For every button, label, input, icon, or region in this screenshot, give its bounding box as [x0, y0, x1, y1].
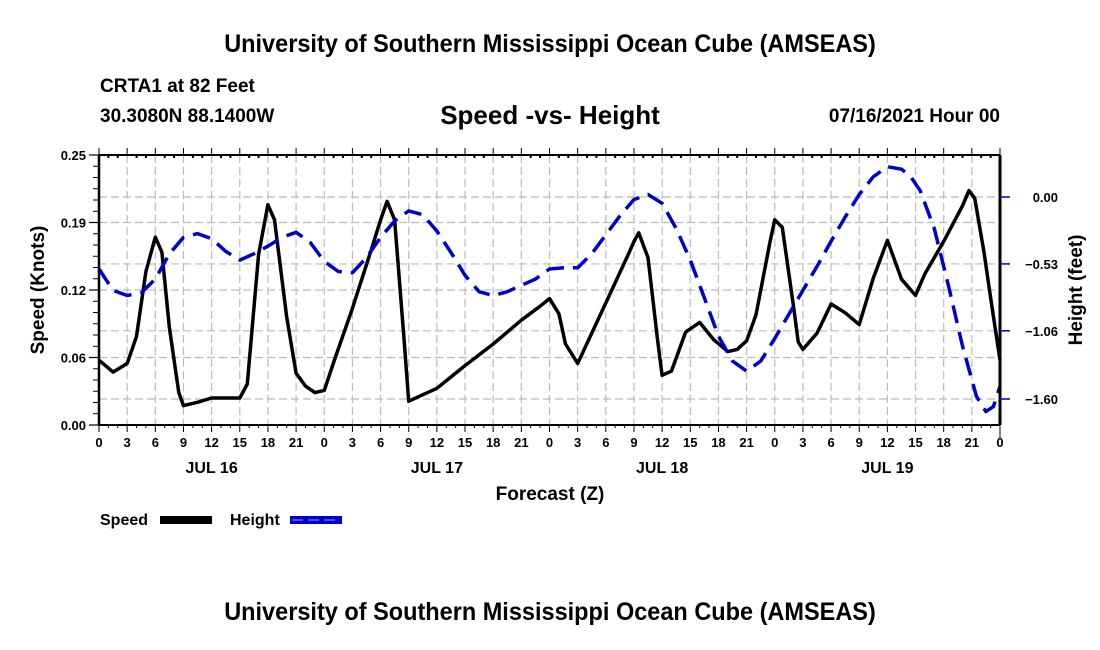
x-tick-label: 12 [430, 435, 444, 450]
x-tick-label: 6 [152, 435, 159, 450]
x-tick-label: 12 [655, 435, 669, 450]
x-tick-label: 9 [405, 435, 412, 450]
x-tick-label: 18 [486, 435, 500, 450]
chart-title: Speed -vs- Height [440, 100, 660, 130]
y2-tick-label: −0.53 [1025, 257, 1058, 272]
x-tick-label: 21 [739, 435, 753, 450]
y2-axis-title: Height (feet) [1066, 235, 1087, 346]
tick-labels: 0 3 6 9 12 15 18 21 0 3 6 9 12 15 18 21 0 3 6 9 12 15 18 21 0 3 6 9… [61, 148, 1058, 477]
series-line-height [97, 164, 1002, 414]
x-tick-label: 9 [856, 435, 863, 450]
x-tick-label: 3 [799, 435, 806, 450]
series-layer [97, 164, 1002, 414]
x-tick-label: 6 [377, 435, 384, 450]
x-tick-label: 21 [965, 435, 979, 450]
x-tick-label: 9 [180, 435, 187, 450]
legend-swatch-speed [160, 516, 212, 524]
x-tick-label: 12 [880, 435, 894, 450]
x-tick-label: 0 [321, 435, 328, 450]
x-tick-label: 0 [996, 435, 1003, 450]
x-tick-label: 6 [827, 435, 834, 450]
y2-tick-label: −1.60 [1025, 392, 1058, 407]
y-tick-label: 0.12 [61, 283, 86, 298]
x-tick-label: 3 [349, 435, 356, 450]
x-tick-label: 3 [574, 435, 581, 450]
x-tick-label: 15 [908, 435, 922, 450]
y-tick-label: 0.00 [61, 418, 86, 433]
x-tick-label: 21 [289, 435, 303, 450]
x-tick-label: 0 [546, 435, 553, 450]
bottom-title: University of Southern Mississippi Ocean… [224, 598, 876, 626]
day-label: JUL 19 [861, 460, 913, 477]
x-tick-label: 12 [204, 435, 218, 450]
axes [89, 148, 1010, 439]
x-tick-label: 0 [771, 435, 778, 450]
legend-label-height: Height [230, 512, 280, 529]
y-tick-label: 0.25 [61, 148, 86, 163]
x-tick-label: 15 [233, 435, 247, 450]
x-tick-label: 9 [630, 435, 637, 450]
y2-tick-label: 0.00 [1033, 190, 1058, 205]
x-tick-label: 15 [683, 435, 697, 450]
station-label: CRTA1 at 82 Feet [100, 76, 255, 97]
y-tick-label: 0.06 [61, 351, 86, 366]
main-title: University of Southern Mississippi Ocean… [224, 30, 876, 58]
x-tick-label: 18 [711, 435, 725, 450]
y2-tick-label: −1.06 [1025, 324, 1058, 339]
y-tick-label: 0.19 [61, 216, 86, 231]
x-axis-title: Forecast (Z) [496, 484, 605, 505]
datetime-label: 07/16/2021 Hour 00 [828, 106, 1000, 127]
y-axis-title: Speed (Knots) [28, 226, 49, 355]
day-label: JUL 16 [186, 460, 238, 477]
coordinates-label: 30.3080N 88.1400W [100, 106, 275, 127]
day-label: JUL 18 [636, 460, 688, 477]
x-tick-label: 3 [124, 435, 131, 450]
x-tick-label: 0 [95, 435, 102, 450]
x-tick-label: 18 [936, 435, 950, 450]
x-tick-label: 6 [602, 435, 609, 450]
x-tick-label: 15 [458, 435, 472, 450]
series-line-speed [97, 188, 1002, 408]
x-tick-label: 18 [261, 435, 275, 450]
grid [99, 155, 1000, 425]
day-label: JUL 17 [411, 460, 463, 477]
legend: Speed Height [100, 512, 342, 529]
legend-label-speed: Speed [100, 512, 148, 529]
x-tick-label: 21 [514, 435, 528, 450]
